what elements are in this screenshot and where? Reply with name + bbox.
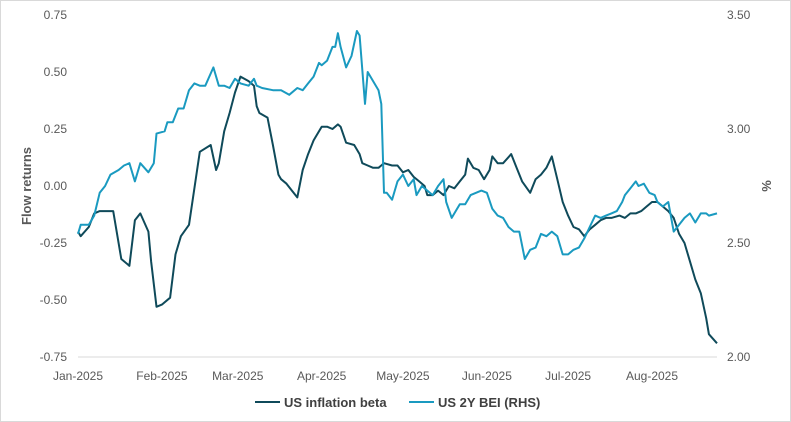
right-axis-ticks: 3.50 3.00 2.50 2.00: [727, 8, 751, 364]
x-tick-label: Apr-2025: [297, 369, 347, 383]
series-line-0: [77, 75, 718, 344]
series-lines: [77, 30, 718, 344]
y-tick-label: 0.75: [44, 8, 68, 22]
series-line-1: [77, 30, 718, 260]
x-tick-label: Jul-2025: [545, 369, 591, 383]
x-tick-label: Feb-2025: [136, 369, 188, 383]
left-axis-ticks: 0.75 0.50 0.25 0.00 -0.25 -0.50 -0.75: [40, 8, 68, 364]
y2-axis-title: %: [759, 180, 774, 192]
x-tick-label: Jun-2025: [462, 369, 512, 383]
y-tick-label: 0.25: [44, 122, 68, 136]
y-tick-label: 0.50: [44, 65, 68, 79]
x-tick-label: May-2025: [376, 369, 430, 383]
y-tick-label: -0.50: [40, 293, 68, 307]
y-tick-label: -0.25: [40, 236, 68, 250]
y2-tick-label: 3.50: [727, 8, 751, 22]
legend-label-us-2y-bei: US 2Y BEI (RHS): [438, 395, 540, 410]
y2-tick-label: 2.00: [727, 350, 751, 364]
y-axis-title: Flow returns: [19, 147, 34, 225]
x-tick-label: Jan-2025: [53, 369, 103, 383]
x-tick-label: Aug-2025: [626, 369, 678, 383]
legend-label-us-inflation-beta: US inflation beta: [284, 395, 387, 410]
y-tick-label: 0.00: [44, 179, 68, 193]
x-tick-label: Mar-2025: [212, 369, 264, 383]
y-tick-label: -0.75: [40, 350, 68, 364]
x-axis-ticks: Jan-2025 Feb-2025 Mar-2025 Apr-2025 May-2025…: [53, 369, 678, 383]
legend: US inflation beta US 2Y BEI (RHS): [255, 395, 540, 410]
y2-tick-label: 3.00: [727, 122, 751, 136]
y2-tick-label: 2.50: [727, 236, 751, 250]
